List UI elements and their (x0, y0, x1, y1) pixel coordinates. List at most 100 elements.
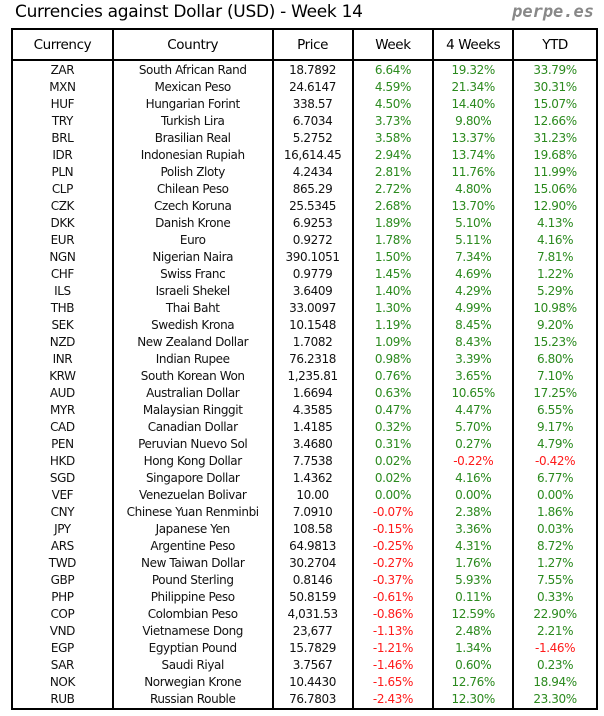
ytd-change-cell: 22.90% (512, 606, 598, 623)
four-weeks-change-cell: 13.70% (432, 198, 515, 215)
ytd-change-cell: 0.23% (512, 657, 598, 674)
table-row: CHF Swiss Franc 0.9779 1.45% 4.69% 1.22% (11, 266, 598, 283)
four-weeks-change-cell: 4.31% (432, 538, 515, 555)
ytd-change-cell: 15.23% (512, 334, 598, 351)
ytd-change-cell: 7.81% (512, 249, 598, 266)
brand-watermark: perpe.es (512, 2, 594, 22)
table-row: EGP Egyptian Pound 15.7829 -1.21% 1.34% -1.46… (11, 640, 598, 657)
price-cell: 6.9253 (271, 215, 354, 232)
ytd-change-cell: 10.98% (512, 300, 598, 317)
price-cell: 76.7803 (271, 691, 354, 709)
ytd-change-cell: 9.17% (512, 419, 598, 436)
country-cell: Egyptian Pound (111, 640, 274, 657)
header-currency: Currency (11, 28, 114, 61)
country-cell: Norwegian Krone (111, 674, 274, 691)
week-change-cell: 3.73% (351, 113, 435, 130)
four-weeks-change-cell: 14.40% (432, 96, 515, 113)
four-weeks-change-cell: 8.45% (432, 317, 515, 334)
week-change-cell: 4.50% (351, 96, 435, 113)
table-row: PHP Philippine Peso 50.8159 -0.61% 0.11% 0.33… (11, 589, 598, 606)
price-cell: 1.6694 (271, 385, 354, 402)
currency-cell: INR (11, 351, 114, 368)
table-row: CZK Czech Koruna 25.5345 2.68% 13.70% 12.90% (11, 198, 598, 215)
country-cell: Swedish Krona (111, 317, 274, 334)
table-row: VEF Venezuelan Bolivar 10.00 0.00% 0.00% 0.00… (11, 487, 598, 504)
currency-cell: PEN (11, 436, 114, 453)
table-row: GBP Pound Sterling 0.8146 -0.37% 5.93% 7.55% (11, 572, 598, 589)
country-cell: Pound Sterling (111, 572, 274, 589)
four-weeks-change-cell: 12.59% (432, 606, 515, 623)
country-cell: Malaysian Ringgit (111, 402, 274, 419)
week-change-cell: 1.30% (351, 300, 435, 317)
currency-cell: SGD (11, 470, 114, 487)
ytd-change-cell: 30.31% (512, 79, 598, 96)
country-cell: Venezuelan Bolivar (111, 487, 274, 504)
currency-cell: AUD (11, 385, 114, 402)
table-row: CLP Chilean Peso 865.29 2.72% 4.80% 15.06% (11, 181, 598, 198)
four-weeks-change-cell: 1.76% (432, 555, 515, 572)
table-row: THB Thai Baht 33.0097 1.30% 4.99% 10.98% (11, 300, 598, 317)
week-change-cell: 0.76% (351, 368, 435, 385)
price-cell: 108.58 (271, 521, 354, 538)
price-cell: 4.3585 (271, 402, 354, 419)
header-price: Price (271, 28, 354, 61)
price-cell: 390.1051 (271, 249, 354, 266)
table-row: KRW South Korean Won 1,235.81 0.76% 3.65% 7.1… (11, 368, 598, 385)
week-change-cell: 2.72% (351, 181, 435, 198)
four-weeks-change-cell: 9.80% (432, 113, 515, 130)
ytd-change-cell: 1.22% (512, 266, 598, 283)
ytd-change-cell: 12.90% (512, 198, 598, 215)
price-cell: 25.5345 (271, 198, 354, 215)
currency-cell: EUR (11, 232, 114, 249)
currency-cell: DKK (11, 215, 114, 232)
table-row: HUF Hungarian Forint 338.57 4.50% 14.40% 15.0… (11, 96, 598, 113)
ytd-change-cell: 1.27% (512, 555, 598, 572)
ytd-change-cell: 2.21% (512, 623, 598, 640)
ytd-change-cell: 17.25% (512, 385, 598, 402)
ytd-change-cell: 15.06% (512, 181, 598, 198)
ytd-change-cell: 12.66% (512, 113, 598, 130)
ytd-change-cell: 0.00% (512, 487, 598, 504)
country-cell: Thai Baht (111, 300, 274, 317)
week-change-cell: -0.86% (351, 606, 435, 623)
price-cell: 3.4680 (271, 436, 354, 453)
week-change-cell: -0.27% (351, 555, 435, 572)
currency-cell: NOK (11, 674, 114, 691)
price-cell: 33.0097 (271, 300, 354, 317)
week-change-cell: -1.65% (351, 674, 435, 691)
table-row: PLN Polish Zloty 4.2434 2.81% 11.76% 11.99% (11, 164, 598, 181)
country-cell: Philippine Peso (111, 589, 274, 606)
four-weeks-change-cell: 3.39% (432, 351, 515, 368)
price-cell: 16,614.45 (271, 147, 354, 164)
price-cell: 10.4430 (271, 674, 354, 691)
country-cell: Polish Zloty (111, 164, 274, 181)
price-cell: 7.7538 (271, 453, 354, 470)
country-cell: Israeli Shekel (111, 283, 274, 300)
price-cell: 4.2434 (271, 164, 354, 181)
ytd-change-cell: 18.94% (512, 674, 598, 691)
week-change-cell: 0.00% (351, 487, 435, 504)
table-row: IDR Indonesian Rupiah 16,614.45 2.94% 13.74%… (11, 147, 598, 164)
price-cell: 4,031.53 (271, 606, 354, 623)
four-weeks-change-cell: 3.36% (432, 521, 515, 538)
table-row: NZD New Zealand Dollar 1.7082 1.09% 8.43% 15.… (11, 334, 598, 351)
country-cell: Vietnamese Dong (111, 623, 274, 640)
week-change-cell: -0.07% (351, 504, 435, 521)
week-change-cell: 3.58% (351, 130, 435, 147)
four-weeks-change-cell: 11.76% (432, 164, 515, 181)
week-change-cell: 0.63% (351, 385, 435, 402)
price-cell: 865.29 (271, 181, 354, 198)
ytd-change-cell: 7.10% (512, 368, 598, 385)
header-week: Week (351, 28, 435, 61)
country-cell: Danish Krone (111, 215, 274, 232)
country-cell: Brasilian Real (111, 130, 274, 147)
price-cell: 15.7829 (271, 640, 354, 657)
currency-cell: BRL (11, 130, 114, 147)
country-cell: New Zealand Dollar (111, 334, 274, 351)
currency-cell: NZD (11, 334, 114, 351)
country-cell: Mexican Peso (111, 79, 274, 96)
currency-cell: NGN (11, 249, 114, 266)
currency-cell: HKD (11, 453, 114, 470)
week-change-cell: -1.13% (351, 623, 435, 640)
price-cell: 64.9813 (271, 538, 354, 555)
